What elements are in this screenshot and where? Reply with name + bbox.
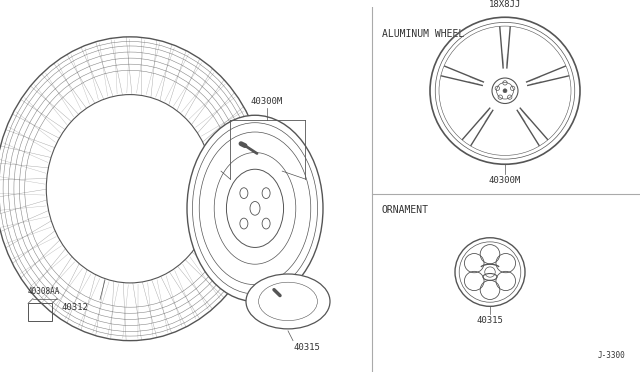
Ellipse shape	[246, 274, 330, 329]
Text: 40315: 40315	[477, 316, 504, 325]
Circle shape	[503, 89, 507, 93]
Text: 40308AA: 40308AA	[28, 286, 60, 296]
Text: 40312: 40312	[61, 304, 88, 312]
Text: 40224: 40224	[261, 137, 288, 146]
Ellipse shape	[46, 94, 214, 283]
Text: 18X8JJ: 18X8JJ	[489, 0, 521, 9]
Ellipse shape	[227, 169, 284, 247]
Circle shape	[492, 78, 518, 103]
Text: J-3300: J-3300	[597, 351, 625, 360]
Ellipse shape	[187, 115, 323, 301]
Text: ORNAMENT: ORNAMENT	[382, 205, 429, 215]
Bar	[28, 304, 52, 321]
Text: 40300M: 40300M	[251, 97, 283, 106]
Text: ALUMINUM WHEEL: ALUMINUM WHEEL	[382, 29, 464, 39]
Text: 40315: 40315	[294, 343, 321, 352]
Text: 40300M: 40300M	[489, 176, 521, 185]
